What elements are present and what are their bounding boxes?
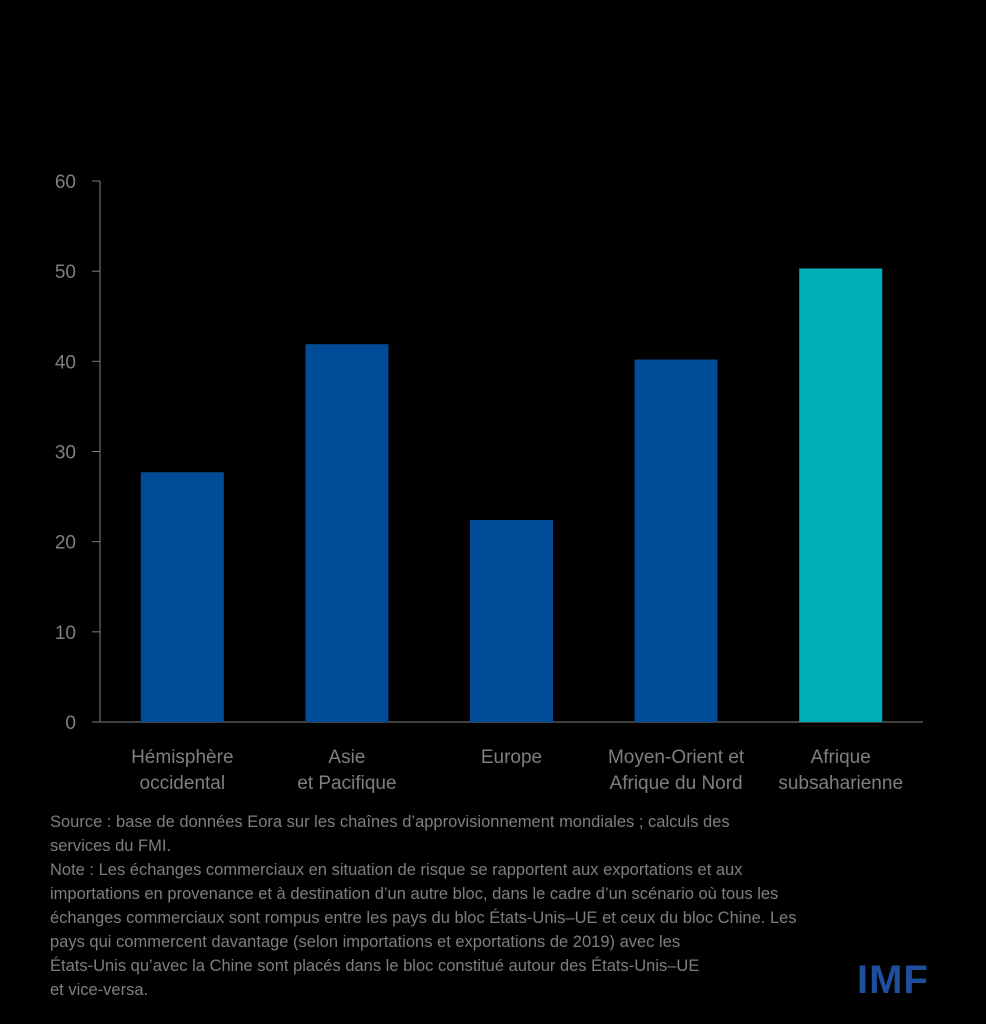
x-category-label: Afrique du Nord xyxy=(610,773,743,794)
imf-logo: IMF xyxy=(857,958,929,1002)
chart-notes: Source : base de données Eora sur les ch… xyxy=(50,810,930,1002)
source-note: Source : base de données Eora sur les ch… xyxy=(50,813,730,855)
y-tick-label: 30 xyxy=(55,443,76,464)
bar-0 xyxy=(140,472,224,722)
y-tick-label: 50 xyxy=(55,262,76,283)
bar-2 xyxy=(470,520,553,722)
bar-4 xyxy=(799,268,883,722)
x-category-label: et Pacifique xyxy=(297,773,396,794)
x-category-label: subsaharienne xyxy=(778,773,903,794)
methodology-note: Note : Les échanges commerciaux en situa… xyxy=(50,861,797,999)
x-category-label: Hémisphère xyxy=(131,747,233,768)
y-tick-label: 60 xyxy=(55,172,76,193)
x-category-label: occidental xyxy=(140,773,226,794)
bar-chart: 0 10 20 30 40 50 60 Hémisphère occidental Asie et … xyxy=(55,172,923,794)
x-category-label: Europe xyxy=(481,747,542,768)
bar-1 xyxy=(305,344,389,722)
y-tick-label: 10 xyxy=(55,623,76,644)
y-tick-label: 40 xyxy=(55,352,76,373)
x-category-label: Afrique xyxy=(811,747,871,768)
x-category-label: Moyen-Orient et xyxy=(608,747,745,768)
bar-3 xyxy=(634,359,718,722)
x-category-label: Asie xyxy=(328,747,365,768)
y-tick-label: 20 xyxy=(55,533,76,554)
y-tick-label: 0 xyxy=(65,713,76,734)
